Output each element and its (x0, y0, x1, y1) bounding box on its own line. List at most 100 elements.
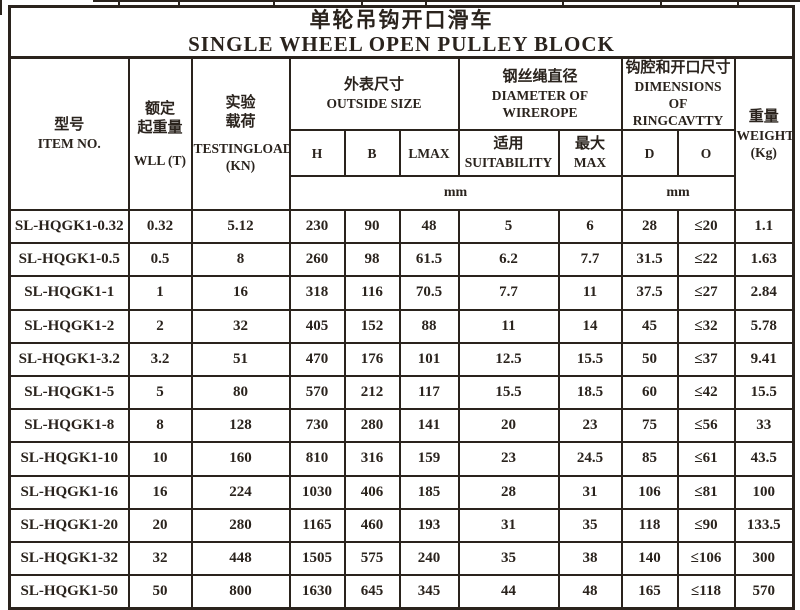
table-cell: 61.5 (398, 242, 460, 278)
table-cell: 31 (457, 507, 560, 543)
table-cell: 44 (457, 574, 560, 610)
table-row: SL-HQGK1-2 2 32 405 152 88 11 14 45 ≤32 5.78 (8, 308, 795, 344)
d-label: D (644, 145, 655, 161)
table-cell: 37.5 (620, 275, 679, 311)
item-no-cell: SL-HQGK1-1 (8, 275, 130, 311)
table-cell: 141 (398, 408, 460, 444)
col-header-lmax: LMAX (398, 129, 460, 177)
table-cell: 16 (127, 474, 193, 510)
table-cell: 24.5 (557, 441, 623, 477)
item-no-cell: SL-HQGK1-5 (8, 374, 130, 411)
table-cell: ≤106 (676, 540, 736, 577)
item-no-cell: SL-HQGK1-50 (8, 574, 130, 610)
outside-size-label-en: OUTSIDE SIZE (326, 96, 422, 111)
table-cell: 7.7 (557, 242, 623, 278)
table-row: SL-HQGK1-1 1 16 318 116 70.5 7.7 11 37.5 ≤27 2.84 (8, 275, 795, 311)
wirerope-label-zh: 钢丝绳直径 (502, 68, 578, 85)
table-cell: 20 (127, 507, 193, 543)
table-cell: 212 (343, 374, 401, 411)
unit-mm-right: mm (620, 175, 736, 211)
spacer (194, 132, 288, 140)
table-cell: 0.32 (127, 208, 193, 245)
table-cell: 5 (457, 208, 560, 245)
testing-load-label-zh2: 载荷 (225, 114, 256, 130)
table-row: SL-HQGK1-0.32 0.32 5.12 230 90 48 5 6 28 ≤20 1.1 (8, 208, 795, 245)
table-cell: 1505 (288, 540, 346, 577)
table-cell: 185 (398, 474, 460, 510)
header-group-row: 型号 ITEM NO. 额定 起重量 WLL (T) 实验 载荷 TESTING… (8, 56, 795, 211)
table-cell: 159 (398, 441, 460, 477)
table-cell: 38 (557, 540, 623, 577)
rated-load-label-zh1: 额定 (144, 100, 175, 117)
ringcavity-label-zh: 钩腔和开口尺寸 (625, 60, 731, 76)
scan-tick-artifact (737, 0, 739, 5)
col-header-d: D (620, 129, 679, 177)
page-title-zh: 单轮吊钩开口滑车 (309, 8, 494, 33)
table-cell: ≤20 (676, 208, 736, 245)
table-cell: 35 (557, 507, 623, 543)
suitability-label-en: SUITABILITY (464, 155, 553, 170)
max-label-en: MAX (573, 155, 607, 170)
table-cell: 80 (190, 374, 291, 411)
outside-size-label-zh: 外表尺寸 (343, 77, 404, 93)
table-cell: 12.5 (457, 341, 560, 377)
table-cell: 8 (190, 242, 291, 278)
table-cell: 28 (620, 208, 679, 245)
table-row: SL-HQGK1-50 50 800 1630 645 345 44 48 165 ≤118 570 (8, 574, 795, 610)
table-cell: ≤61 (676, 441, 736, 477)
max-label-zh: 最大 (574, 136, 605, 152)
table-cell: 85 (620, 441, 679, 477)
wirerope-label-en1: DIAMETER OF (491, 87, 589, 103)
group-header-outside-size: 外表尺寸 OUTSIDE SIZE (288, 56, 460, 131)
group-header-ringcavity: 钩腔和开口尺寸 DIMENSIONS OF RINGCAVTTY (620, 56, 736, 131)
table-title-row: 单轮吊钩开口滑车 SINGLE WHEEL OPEN PULLEY BLOCK (8, 5, 795, 59)
item-no-cell: SL-HQGK1-10 (8, 441, 130, 477)
table-cell: 165 (620, 574, 679, 610)
table-row: SL-HQGK1-16 16 224 1030 406 185 28 31 106 ≤81 100 (8, 474, 795, 510)
table-cell: 106 (620, 474, 679, 510)
table-cell: 33 (733, 408, 795, 444)
table-cell: 14 (557, 308, 623, 344)
table-cell: 160 (190, 441, 291, 477)
table-cell: 345 (398, 574, 460, 610)
b-label: B (367, 145, 377, 161)
table-cell: 51 (190, 341, 291, 377)
table-cell: 3.2 (127, 341, 193, 377)
table-row: SL-HQGK1-32 32 448 1505 575 240 35 38 140 ≤106 300 (8, 540, 795, 577)
table-body: SL-HQGK1-0.32 0.32 5.12 230 90 48 5 6 28 ≤20 1.1 SL… (8, 208, 795, 610)
table-cell: 448 (190, 540, 291, 577)
table-cell: 7.7 (457, 275, 560, 311)
table-cell: 133.5 (733, 507, 795, 543)
header-unit-row: mm mm (10, 175, 794, 211)
table-cell: 20 (457, 408, 560, 444)
table-cell: 11 (457, 308, 560, 344)
table-cell: 43.5 (733, 441, 795, 477)
table-cell: 10 (127, 441, 193, 477)
testing-load-label-zh1: 实验 (225, 95, 256, 111)
table-cell: 2 (127, 308, 193, 344)
table-cell: 75 (620, 408, 679, 444)
table-cell: 5 (127, 374, 193, 411)
table-cell: 470 (288, 341, 346, 377)
wirerope-label-en2: WIREROPE (502, 104, 578, 120)
table-cell: 9.41 (733, 341, 795, 377)
table-cell: 316 (343, 441, 401, 477)
table-row: SL-HQGK1-0.5 0.5 8 260 98 61.5 6.2 7.7 31.5 ≤22 1.… (8, 242, 795, 278)
table-cell: 15.5 (733, 374, 795, 411)
table-cell: 8 (127, 408, 193, 444)
table-cell: 116 (343, 275, 401, 311)
table-cell: ≤56 (676, 408, 736, 444)
table-cell: 11 (557, 275, 623, 311)
table-cell: 117 (398, 374, 460, 411)
item-no-cell: SL-HQGK1-0.32 (8, 208, 130, 245)
table-cell: 570 (733, 574, 795, 610)
col-header-weight: 重量 WEIGHT (Kg) (733, 56, 795, 211)
col-header-rated-load: 额定 起重量 WLL (T) (127, 56, 193, 211)
table-cell: 800 (190, 574, 291, 610)
table-title-cell: 单轮吊钩开口滑车 SINGLE WHEEL OPEN PULLEY BLOCK (8, 5, 795, 59)
table-cell: 405 (288, 308, 346, 344)
table-row: SL-HQGK1-5 5 80 570 212 117 15.5 18.5 60 ≤42 15.5 (8, 374, 795, 411)
table-cell: ≤27 (676, 275, 736, 311)
table-cell: 280 (343, 408, 401, 444)
table-cell: 88 (398, 308, 460, 344)
